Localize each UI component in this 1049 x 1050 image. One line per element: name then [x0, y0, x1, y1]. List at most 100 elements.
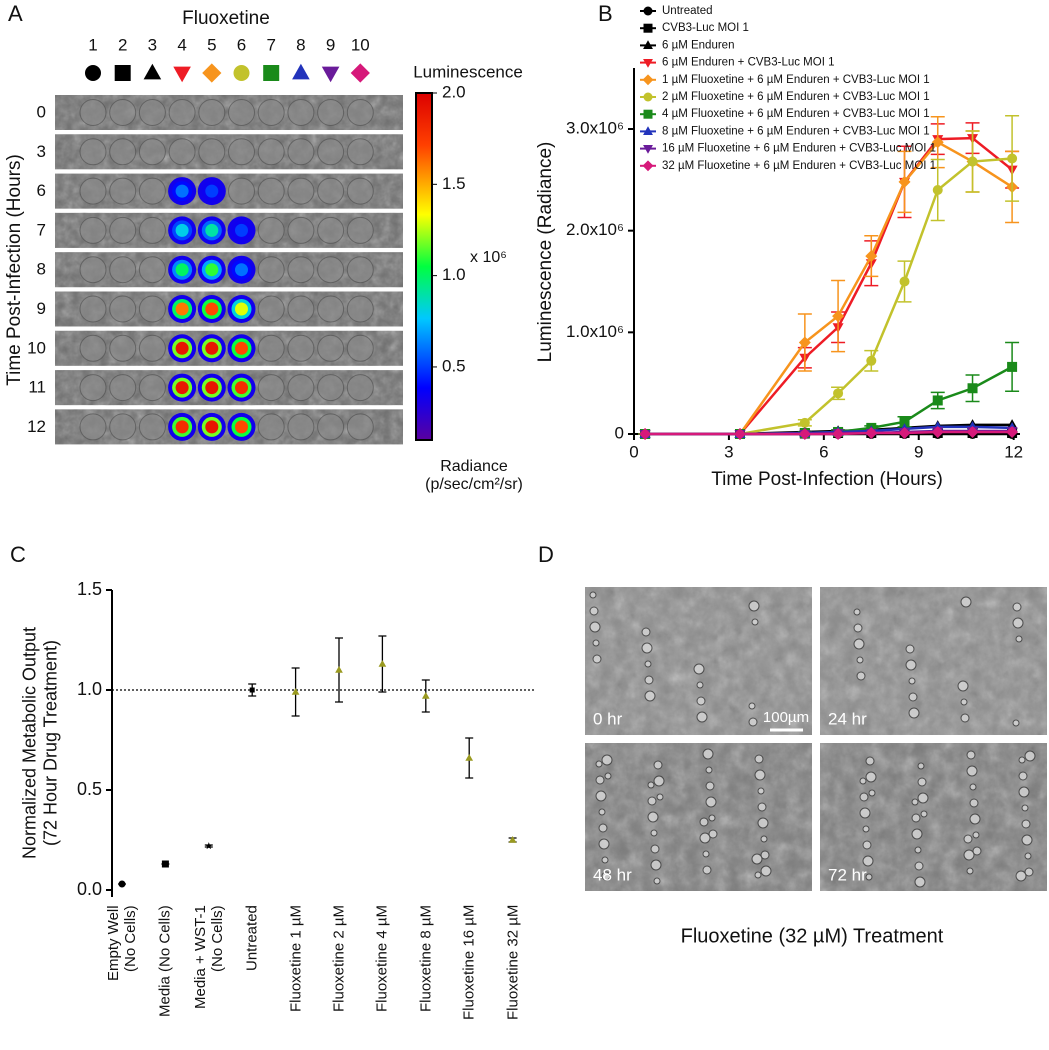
cell: [1024, 750, 1036, 762]
cell: [699, 832, 711, 844]
well: [138, 295, 166, 323]
cell: [853, 608, 861, 616]
cell: [911, 798, 919, 806]
cell: [656, 793, 664, 801]
data-point: [865, 426, 878, 439]
cell: [705, 796, 717, 808]
row-label: 11: [28, 378, 46, 397]
cell: [696, 696, 706, 706]
y-tick-label: 2.0x10⁶: [566, 220, 624, 239]
cell: [653, 775, 665, 787]
well: [109, 295, 137, 323]
cell: [966, 750, 976, 760]
well: [287, 295, 315, 323]
cell: [862, 855, 874, 867]
well: [138, 138, 166, 166]
panel-label: A: [8, 1, 23, 26]
colorbar-tick-label: 2.0: [442, 82, 466, 101]
cell: [960, 698, 968, 706]
column-marker: [173, 66, 191, 83]
x-tick-label: 9: [914, 442, 923, 461]
time-label: 48 hr: [593, 865, 632, 884]
data-point: [205, 842, 213, 850]
well: [168, 138, 196, 166]
y-tick-label: 0.5: [77, 779, 102, 799]
cell: [589, 621, 601, 633]
well: [109, 256, 137, 284]
cell: [760, 850, 770, 860]
cell: [1018, 756, 1026, 764]
y-tick-label: 0.0: [77, 879, 102, 899]
legend-marker: [643, 126, 653, 135]
cell: [650, 859, 662, 871]
cell: [592, 639, 600, 647]
row-label: 9: [37, 299, 46, 318]
cell: [1024, 867, 1034, 877]
cell: [653, 760, 663, 770]
cell: [1015, 870, 1027, 882]
data-point: [291, 687, 300, 695]
well-signal: [205, 184, 219, 198]
cell: [601, 871, 611, 881]
well: [287, 256, 315, 284]
well: [109, 99, 137, 126]
cell: [1021, 804, 1029, 812]
cell: [862, 825, 870, 833]
well: [317, 295, 345, 323]
panel-label: C: [10, 542, 26, 567]
row-label: 6: [37, 181, 46, 200]
legend-marker: [643, 145, 653, 154]
legend-marker: [643, 40, 653, 49]
data-point: [866, 355, 877, 366]
cell: [604, 772, 612, 780]
well: [346, 334, 374, 362]
well: [79, 99, 107, 126]
legend-label: Untreated: [662, 5, 713, 17]
column-label: 5: [207, 35, 216, 54]
colorbar: [415, 92, 433, 441]
column-marker: [143, 63, 162, 80]
cell: [641, 627, 651, 637]
data-point: [832, 428, 845, 440]
well: [257, 177, 285, 205]
cell: [865, 756, 875, 766]
data-point: [898, 426, 911, 439]
x-tick-label: Fluoxetine 4 µM: [373, 905, 391, 1013]
x-tick-label: Media (No Cells): [156, 905, 174, 1017]
cell: [650, 844, 660, 854]
cell: [972, 846, 982, 856]
cell: [969, 813, 981, 825]
data-point: [421, 691, 430, 699]
data-point: [249, 687, 255, 693]
series-line: [645, 140, 1013, 436]
well-signal: [175, 263, 189, 277]
cell: [708, 829, 718, 839]
well: [138, 177, 166, 205]
cell: [705, 766, 713, 774]
x-tick-label: 0: [629, 442, 638, 461]
well: [138, 216, 166, 244]
data-point: [899, 276, 910, 287]
data-point: [335, 665, 343, 673]
well: [346, 256, 374, 284]
well: [228, 99, 255, 126]
well-signal: [175, 381, 189, 395]
well: [138, 99, 166, 126]
well: [257, 413, 285, 441]
x-tick-label: Fluoxetine 32 µM: [504, 905, 522, 1021]
column-label: 7: [266, 35, 275, 54]
colorbar-tick-label: 0.5: [442, 356, 466, 375]
legend-label: 6 µM Enduren: [662, 39, 734, 51]
x-tick-label: Fluoxetine 1 µM: [287, 905, 305, 1013]
cell: [920, 810, 928, 818]
x-tick-label: Fluoxetine 16 µM: [460, 905, 478, 1021]
time-label: 0 hr: [593, 709, 623, 728]
legend-label: 2 µM Fluoxetine + 6 µM Enduren + CVB3-Lu…: [662, 91, 930, 103]
y-axis-label: Luminescence (Radiance): [535, 142, 556, 363]
cell: [966, 867, 974, 875]
cell: [696, 711, 708, 723]
well: [317, 138, 345, 166]
legend-marker: [643, 23, 653, 33]
column-label: 10: [351, 35, 370, 54]
